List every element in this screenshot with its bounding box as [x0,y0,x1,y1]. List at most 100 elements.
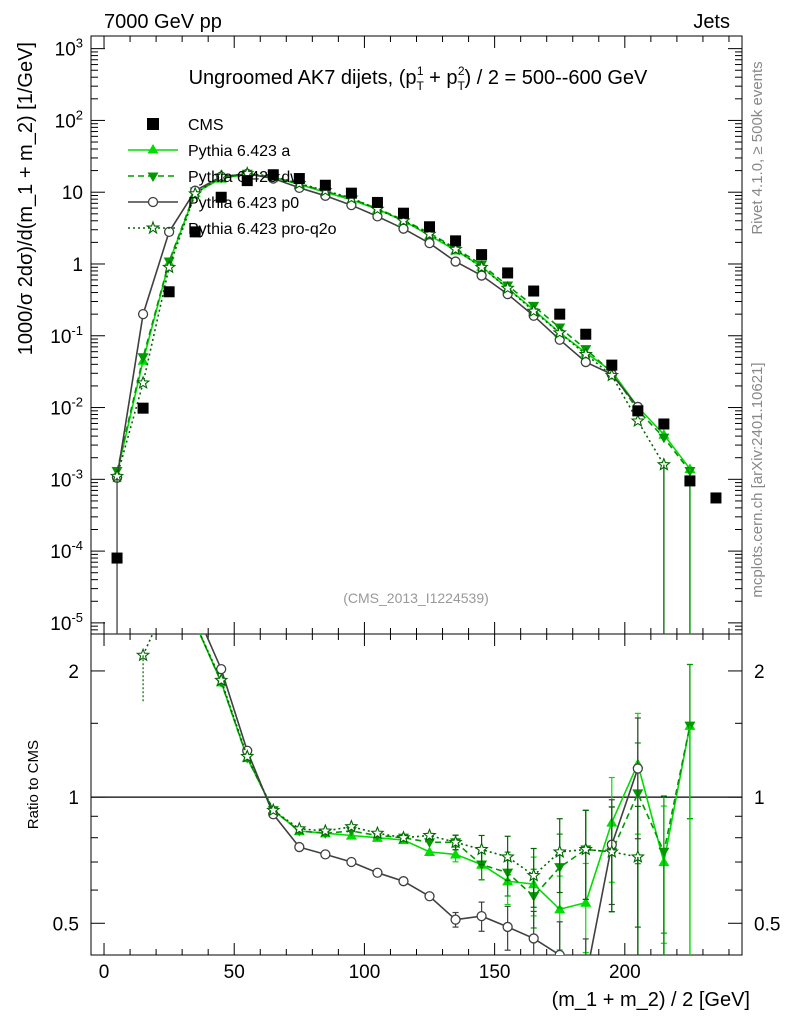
y-tick-label: 102 [55,107,83,132]
point-dw [658,433,670,444]
y-tick-label: 10-2 [50,395,83,420]
legend-label-p0: Pythia 6.423 p0 [188,195,299,212]
point-q2o [552,325,567,339]
ratio-point-q2o [214,672,229,687]
ratio-point-q2o [135,647,151,662]
ratio-point-q2o [292,821,307,835]
ratio-point-p0 [216,663,227,675]
point-q2o [604,367,619,382]
point-q2o [188,186,203,200]
ratio-y-tick-label-right: 0.5 [754,914,780,935]
point-data [632,405,644,417]
ratio-y-tick-label-right: 2 [754,662,765,683]
point-data [684,475,696,487]
point-dw [137,353,149,363]
header-right-label: Jets [693,11,730,33]
ratio-point-q2o [474,841,489,856]
point-q2o [396,213,411,227]
ratio-point-p0 [424,891,435,902]
legend-item-dw: Pythia 6.423 dw [128,169,302,186]
ratio-point-p0 [502,921,513,933]
ratio-point-p0 [632,763,643,774]
main-title: Ungroomed AK7 dijets, (pT1 + pT2) / 2 = … [189,64,648,93]
ratio-point-q2o [318,823,333,838]
header-left-label: 7000 GeV pp [104,11,222,33]
legend: CMS Pythia 6.423 a Pythia 6.423 dw Pythi… [128,117,337,238]
point-data [554,308,566,320]
point-q2o [135,375,151,390]
point-data [397,207,409,219]
rivet-label: Rivet 4.1.0, ≥ 500k events [749,61,766,234]
point-q2o [578,346,593,361]
y-tick-label: 10-4 [50,538,83,563]
point-q2o [214,169,229,183]
ratio-point-p0 [398,876,409,887]
point-data [450,235,462,247]
ratio-point-q2o [266,802,281,817]
ratio-point-p0 [450,914,461,925]
point-data [163,286,175,298]
title-sup2: 2 [458,64,465,78]
y-tick-label: 103 [55,36,83,61]
ratio-point-q2o [578,841,593,856]
point-q2o [630,413,645,428]
title-sub2: T [457,79,465,93]
point-q2o [526,303,541,318]
ratio-line-q2o [142,634,638,877]
ratio-point-q2o [604,844,619,858]
analysis-watermark: (CMS_2013_I1224539) [343,590,489,606]
point-q2o [161,259,177,274]
ratio-point-p0 [294,841,305,853]
ratio-point-p0 [372,867,383,878]
ratio-series-group [135,634,696,955]
point-data [189,226,201,238]
legend-marker-dw [147,172,159,182]
ratio-point-p0 [320,849,331,860]
legend-label-q2o: Pythia 6.423 pro-q2o [188,221,337,238]
point-q2o [500,280,515,295]
ratio-point-p0 [346,856,357,868]
point-p0 [476,270,487,281]
xlabel: (m_1 + m_2) / 2 [GeV] [552,989,750,1011]
point-data [267,169,279,181]
title-mid: + p [424,67,458,89]
series-line-dw [116,173,691,472]
ratio-point-q2o [240,748,255,763]
point-p0 [450,256,461,267]
point-data [111,552,123,564]
point-data [658,418,670,430]
x-tick-label: 100 [349,962,381,983]
ratio-point-p0 [554,949,565,955]
legend-label-a: Pythia 6.423 a [188,143,290,160]
ratio-y-tick-label: 0.5 [53,914,79,935]
point-data [345,187,357,199]
y-tick-label: 10-5 [50,610,83,635]
legend-label-data: CMS [188,117,224,134]
point-p0 [137,309,149,320]
y-tick-label: 10 [62,183,83,204]
ratio-point-a [580,897,592,907]
ratio-point-q2o [396,830,411,844]
x-tick-label: 0 [99,962,110,983]
y-tick-label: 10-1 [50,323,83,348]
legend-item-q2o: Pythia 6.423 pro-q2o [128,220,337,238]
ratio-point-q2o [344,819,359,833]
ratio-point-a [424,846,436,857]
ratio-point-dw [476,860,488,871]
ratio-point-q2o [552,844,567,858]
point-q2o [448,241,463,256]
point-data [580,328,592,340]
point-data [710,492,722,504]
point-data [424,221,436,233]
x-tick-label: 50 [224,962,245,983]
ratio-point-p0 [528,933,539,944]
point-p0 [424,238,435,249]
x-tick-label: 150 [479,962,511,983]
ratio-point-a [554,903,566,914]
ratio-y-tick-label: 1 [68,788,79,809]
ratio-point-a [450,848,462,859]
ratio-point-q2o [370,825,385,840]
legend-item-data: CMS [147,117,224,134]
point-data [241,175,253,187]
